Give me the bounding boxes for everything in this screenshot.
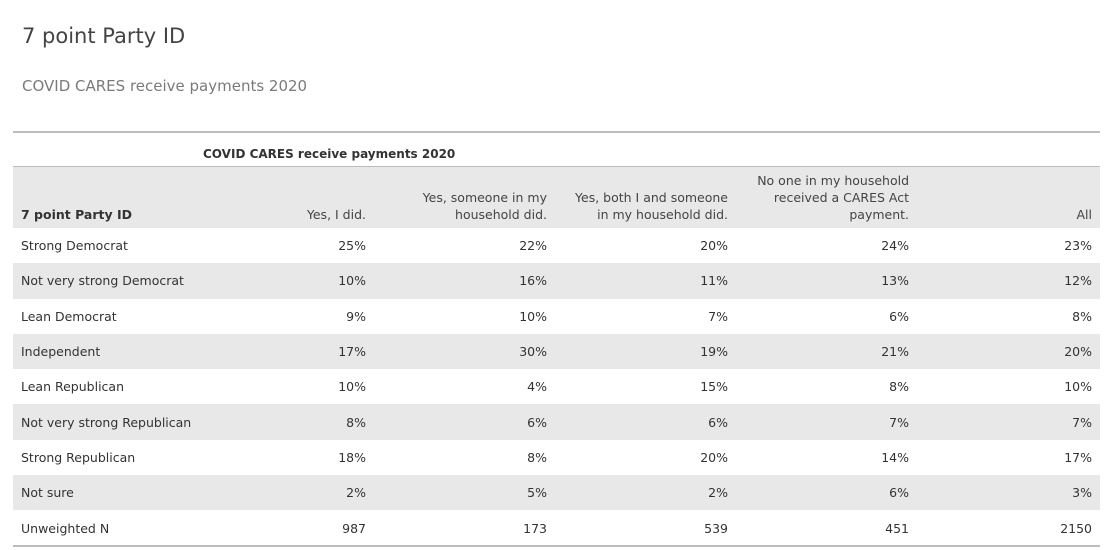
table-cell: 8%	[527, 449, 547, 465]
table-cell: 4%	[527, 379, 547, 395]
table-cell: 24%	[881, 238, 909, 254]
row-label: Lean Democrat	[21, 308, 117, 324]
table-cell: 8%	[889, 379, 909, 395]
table-cell: 5%	[527, 485, 547, 501]
table-cell: 25%	[338, 238, 366, 254]
table-cell: 20%	[1064, 344, 1092, 360]
table-cell: 13%	[881, 273, 909, 289]
table-row: Not very strong Republican 8% 6% 6% 7% 7%	[13, 404, 1100, 440]
table-cell: 8%	[346, 414, 366, 430]
table-row: Unweighted N 987 173 539 451 2150	[13, 510, 1100, 545]
column-group-label: COVID CARES receive payments 2020	[203, 147, 456, 161]
row-label: Strong Democrat	[21, 238, 128, 254]
row-label: Strong Republican	[21, 449, 136, 465]
header-yes-someone: Yes, someone in my household did.	[422, 190, 547, 222]
table-cell: 7%	[708, 308, 728, 324]
row-label: Not very strong Democrat	[21, 273, 184, 289]
table-cell: 6%	[527, 414, 547, 430]
table-row: Lean Democrat 9% 10% 7% 6% 8%	[13, 299, 1100, 334]
header-yes-both: Yes, both I and someone in my household …	[575, 190, 728, 222]
table-cell: 6%	[889, 485, 909, 501]
table-cell: 14%	[881, 449, 909, 465]
table-cell: 17%	[338, 344, 366, 360]
table-cell: 30%	[519, 344, 547, 360]
row-label: Not very strong Republican	[21, 414, 192, 430]
table-cell: 20%	[700, 238, 728, 254]
row-label: Independent	[21, 344, 101, 360]
header-row-label: 7 point Party ID	[21, 207, 133, 222]
table-cell: 22%	[519, 238, 547, 254]
top-divider	[13, 131, 1100, 133]
table-cell: 173	[523, 520, 547, 536]
table-cell: 2150	[1060, 520, 1092, 536]
table-cell: 10%	[1064, 379, 1092, 395]
header-no-one: No one in my household received a CARES …	[757, 173, 909, 222]
table-body: Strong Democrat 25% 22% 20% 24% 23% Not very s…	[13, 228, 1100, 546]
table-cell: 6%	[708, 414, 728, 430]
table-cell: 451	[885, 520, 909, 536]
table-cell: 2%	[708, 485, 728, 501]
table-cell: 8%	[1072, 308, 1092, 324]
table-cell: 20%	[700, 449, 728, 465]
table-cell: 7%	[889, 414, 909, 430]
table-cell: 10%	[338, 379, 366, 395]
bottom-divider	[13, 545, 1100, 547]
table-cell: 10%	[338, 273, 366, 289]
table-cell: 6%	[889, 308, 909, 324]
table-cell: 16%	[519, 273, 547, 289]
table-cell: 10%	[519, 308, 547, 324]
group-divider	[13, 166, 1100, 167]
row-label: Not sure	[21, 485, 74, 501]
table-cell: 11%	[700, 273, 728, 289]
table-cell: 17%	[1064, 449, 1092, 465]
table-cell: 12%	[1064, 273, 1092, 289]
page-title: 7 point Party ID	[22, 24, 186, 48]
header-yes-i-did: Yes, I did.	[306, 207, 366, 222]
table-cell: 2%	[346, 485, 366, 501]
crosstab-table: 7 point Party ID Yes, I did. Yes, someon…	[13, 167, 1100, 546]
page-subtitle: COVID CARES receive payments 2020	[22, 77, 308, 95]
table-cell: 987	[342, 520, 366, 536]
header-all: All	[1076, 207, 1093, 222]
table-row: Strong Democrat 25% 22% 20% 24% 23%	[13, 228, 1100, 263]
table-row: Lean Republican 10% 4% 15% 8% 10%	[13, 369, 1100, 404]
table-cell: 19%	[700, 344, 728, 360]
row-label: Lean Republican	[21, 379, 124, 395]
table-row: Independent 17% 30% 19% 21% 20%	[13, 333, 1100, 370]
table-cell: 9%	[346, 308, 366, 324]
table-row: Not very strong Democrat 10% 16% 11% 13% 12%	[13, 263, 1100, 299]
table-row: Strong Republican 18% 8% 20% 14% 17%	[13, 440, 1100, 475]
table-cell: 539	[704, 520, 728, 536]
table-cell: 18%	[338, 449, 366, 465]
table-header-row: 7 point Party ID Yes, I did. Yes, someon…	[13, 167, 1100, 228]
table-cell: 3%	[1072, 485, 1092, 501]
table-cell: 21%	[881, 344, 909, 360]
table-cell: 23%	[1064, 238, 1092, 254]
table-cell: 7%	[1072, 414, 1092, 430]
row-label: Unweighted N	[21, 520, 110, 536]
table-row: Not sure 2% 5% 2% 6% 3%	[13, 475, 1100, 511]
table-cell: 15%	[700, 379, 728, 395]
